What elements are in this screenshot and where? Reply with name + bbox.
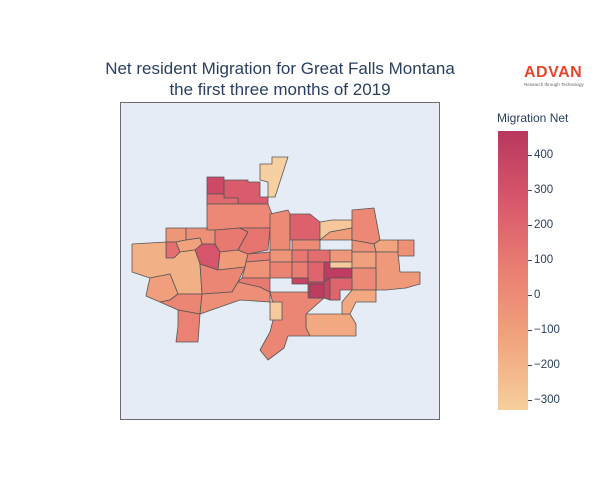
map-region-r14[interactable] — [175, 309, 201, 343]
map-region-r30[interactable] — [291, 249, 309, 263]
map-region-r35[interactable] — [309, 283, 325, 299]
map-region-r01[interactable] — [259, 156, 289, 198]
colorbar-tick-label: 400 — [534, 149, 554, 162]
colorbar — [498, 131, 528, 410]
colorbar-tick-label: 100 — [534, 254, 554, 267]
map-region-r31[interactable] — [307, 249, 331, 263]
map-region-r42[interactable] — [375, 251, 421, 291]
map-region-r33[interactable] — [291, 261, 309, 279]
colorbar-tick-mark — [528, 155, 532, 157]
choropleth-map[interactable] — [120, 102, 440, 420]
map-region-r34[interactable] — [329, 277, 353, 301]
colorbar-tick-mark — [528, 294, 532, 296]
chart-title: Net resident Migration for Great Falls M… — [60, 58, 500, 100]
chart-title-line-2: the first three months of 2019 — [169, 80, 391, 99]
map-region-r29[interactable] — [269, 261, 293, 279]
colorbar-tick-mark — [528, 225, 532, 227]
map-region-r43[interactable] — [351, 267, 377, 291]
map-region-r34[interactable] — [307, 261, 325, 283]
map-region-r38[interactable] — [351, 207, 381, 245]
map-region-r06[interactable] — [165, 227, 187, 243]
colorbar-tick-mark — [528, 260, 532, 262]
map-region-r39[interactable] — [373, 239, 399, 253]
colorbar-tick-label: 200 — [534, 219, 554, 232]
colorbar-tick-label: 300 — [534, 184, 554, 197]
map-region-r26[interactable] — [269, 249, 293, 263]
colorbar-tick-label: −200 — [534, 358, 560, 371]
colorbar-tick-label: −300 — [534, 393, 560, 406]
map-region-r27[interactable] — [291, 239, 321, 251]
logo-word: ADVAN — [524, 64, 583, 81]
map-region-r05[interactable] — [206, 203, 273, 231]
map-region-r45[interactable] — [305, 313, 357, 337]
advan-logo: ADVAN Research through Technology — [524, 64, 594, 87]
chart-title-line-1: Net resident Migration for Great Falls M… — [105, 59, 455, 78]
map-region-r36[interactable] — [291, 277, 309, 285]
colorbar-tick-mark — [528, 364, 532, 366]
map-region-r44[interactable] — [397, 239, 415, 257]
map-region-r32[interactable] — [329, 249, 353, 263]
map-region-r22[interactable] — [237, 277, 271, 293]
map-region-r02[interactable] — [206, 176, 225, 195]
colorbar-tick-mark — [528, 329, 532, 331]
map-region-r45[interactable] — [341, 289, 377, 315]
map-region-r24[interactable] — [289, 213, 321, 241]
colorbar-tick-mark — [528, 190, 532, 192]
logo-tagline: Research through Technology — [524, 82, 584, 87]
map-region-r23[interactable] — [269, 209, 291, 251]
map-region-r37[interactable] — [329, 261, 353, 269]
colorbar-tick-mark — [528, 399, 532, 401]
map-region-r37[interactable] — [269, 301, 283, 321]
colorbar-title: Migration Net — [497, 111, 569, 125]
map-region-r41[interactable] — [351, 251, 377, 269]
colorbar-tick-label: 0 — [534, 288, 541, 301]
colorbar-tick-label: −100 — [534, 323, 560, 336]
map-region-r21[interactable] — [241, 259, 271, 279]
